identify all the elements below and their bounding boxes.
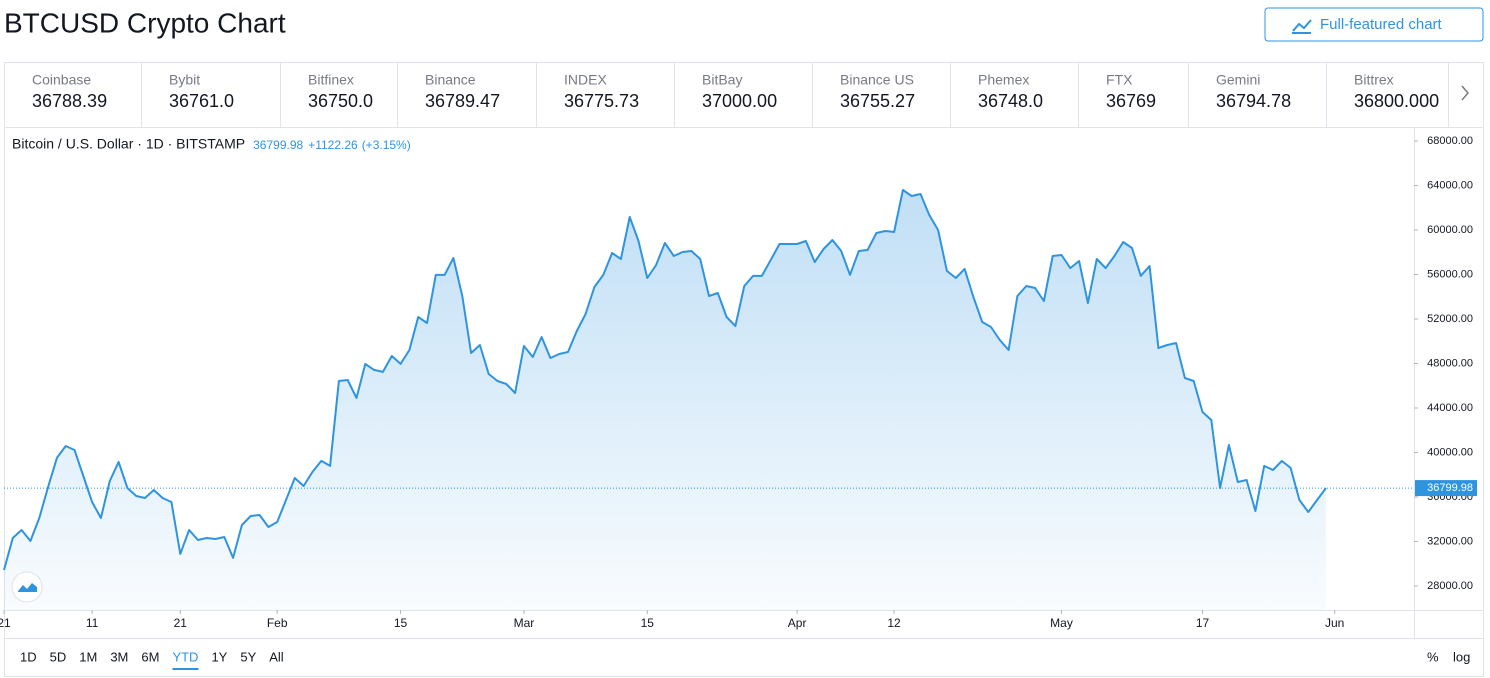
- exchange-name[interactable]: INDEX: [564, 72, 607, 88]
- scale-toggle[interactable]: log: [1453, 649, 1470, 664]
- last-price-label: 36799.98: [1427, 482, 1473, 494]
- range-bar: 1D 5D 1M 3M 6M YTD 1Y 5Y All% log: [20, 649, 1470, 670]
- page-title: BTCUSD Crypto Chart: [4, 7, 286, 38]
- x-tick-label: 15: [641, 616, 655, 630]
- scale-toggle[interactable]: %: [1427, 649, 1439, 664]
- exchange-price[interactable]: 37000.00: [702, 91, 777, 111]
- x-tick-label: 11: [86, 616, 99, 630]
- legend-change: +1122.26: [308, 138, 358, 152]
- range-button[interactable]: YTD: [172, 649, 198, 664]
- x-tick-label: 17: [1196, 616, 1210, 630]
- logo-icon: [18, 583, 37, 592]
- y-tick-label: 60000.00: [1427, 224, 1473, 236]
- x-tick-label: Jun: [1325, 616, 1344, 630]
- exchange-price[interactable]: 36789.47: [425, 91, 500, 111]
- y-tick-label: 44000.00: [1427, 402, 1473, 414]
- exchange-name[interactable]: Bittrex: [1354, 72, 1394, 88]
- exchange-price[interactable]: 36755.27: [840, 91, 915, 111]
- exchange-name[interactable]: BitBay: [702, 72, 742, 88]
- scroll-arrow[interactable]: [1461, 85, 1469, 101]
- range-button[interactable]: 5Y: [240, 649, 256, 664]
- exchange-price[interactable]: 36800.000: [1354, 91, 1439, 111]
- exchange-price[interactable]: 36748.0: [978, 91, 1043, 111]
- y-tick-label: 48000.00: [1427, 357, 1473, 369]
- exchange-name[interactable]: Bitfinex: [308, 72, 354, 88]
- y-tick-label: 68000.00: [1427, 135, 1473, 147]
- chart-title: Bitcoin / U.S. Dollar · 1D · BITSTAMP: [12, 136, 245, 152]
- exchange-price[interactable]: 36775.73: [564, 91, 639, 111]
- x-tick-label: May: [1050, 616, 1073, 630]
- exchange-price[interactable]: 36769: [1106, 91, 1156, 111]
- x-tick-label: Apr: [788, 616, 807, 630]
- legend-last: 36799.98: [253, 138, 303, 152]
- exchange-name[interactable]: Binance: [425, 72, 476, 88]
- area: [4, 190, 1326, 610]
- y-tick-label: 52000.00: [1427, 313, 1473, 325]
- exchange-name[interactable]: Binance US: [840, 72, 914, 88]
- exchange-strip: Coinbase 36788.39 Bybit 36761.0 Bitfinex 3675…: [32, 63, 1449, 127]
- chart: 28000.0032000.0036000.0040000.0044000.00…: [0, 127, 1484, 638]
- button-frame[interactable]: [1264, 7, 1484, 42]
- x-tick-label: Mar: [514, 616, 535, 630]
- range-button[interactable]: All: [269, 649, 284, 664]
- range-button[interactable]: 6M: [141, 649, 159, 664]
- last-price-badge: [1415, 480, 1477, 497]
- x-tick-label: 15: [394, 616, 408, 630]
- y-tick-label: 32000.00: [1427, 535, 1473, 547]
- x-tick-label: 12: [887, 616, 901, 630]
- price-line: [3, 189, 1327, 571]
- exchange-name[interactable]: Gemini: [1216, 72, 1260, 88]
- exchange-name[interactable]: Phemex: [978, 72, 1029, 88]
- exchange-name[interactable]: Bybit: [169, 72, 200, 88]
- range-button[interactable]: 1M: [79, 649, 97, 664]
- exchange-price[interactable]: 36794.78: [1216, 91, 1291, 111]
- legend-change-pct: (+3.15%): [362, 138, 411, 152]
- exchange-name[interactable]: Coinbase: [32, 72, 91, 88]
- range-button[interactable]: 3M: [110, 649, 128, 664]
- exchange-price[interactable]: 36750.0: [308, 91, 373, 111]
- x-tick-label: Feb: [267, 616, 288, 630]
- full-chart-button[interactable]: Full-featured chart: [1264, 7, 1484, 42]
- logo-badge: [11, 571, 43, 603]
- button-label[interactable]: Full-featured chart: [1320, 16, 1443, 33]
- range-button[interactable]: 5D: [50, 649, 67, 664]
- x-tick-label: 21: [174, 616, 188, 630]
- range-button[interactable]: 1D: [20, 649, 37, 664]
- x-tick-label: 21: [0, 616, 11, 630]
- y-tick-label: 40000.00: [1427, 446, 1473, 458]
- button-icon[interactable]: [1292, 19, 1312, 34]
- exchange-name[interactable]: FTX: [1106, 72, 1133, 88]
- y-tick-label: 56000.00: [1427, 268, 1473, 280]
- exchange-price[interactable]: 36788.39: [32, 91, 107, 111]
- widget-frame: [4, 62, 1484, 677]
- range-button[interactable]: 1Y: [211, 649, 227, 664]
- y-tick-label: 28000.00: [1427, 580, 1473, 592]
- exchange-price[interactable]: 36761.0: [169, 91, 234, 111]
- y-tick-label: 64000.00: [1427, 179, 1473, 191]
